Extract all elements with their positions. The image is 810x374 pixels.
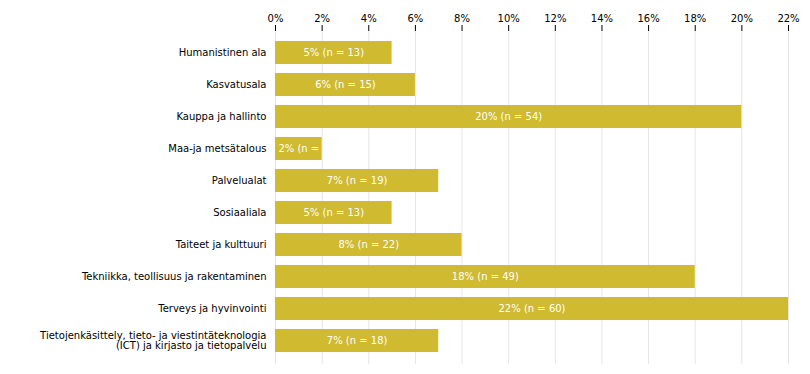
svg-text:4%: 4% bbox=[361, 13, 377, 24]
svg-text:Tekniikka, teollisuus ja raken: Tekniikka, teollisuus ja rakentaminen bbox=[81, 271, 267, 282]
svg-text:5% (n = 13): 5% (n = 13) bbox=[303, 47, 364, 58]
svg-text:22% (n = 60): 22% (n = 60) bbox=[498, 303, 565, 314]
svg-text:Kasvatusala: Kasvatusala bbox=[206, 79, 266, 90]
svg-text:2%: 2% bbox=[314, 13, 330, 24]
svg-text:0%: 0% bbox=[268, 13, 284, 24]
svg-text:2% (n =: 2% (n = bbox=[278, 143, 319, 154]
svg-text:6% (n = 15): 6% (n = 15) bbox=[315, 79, 376, 90]
svg-text:22%: 22% bbox=[777, 13, 799, 24]
svg-text:20%: 20% bbox=[731, 13, 753, 24]
svg-text:7% (n = 18): 7% (n = 18) bbox=[327, 335, 388, 346]
svg-text:Tietojenkäsittely, tieto- ja v: Tietojenkäsittely, tieto- ja viestintäte… bbox=[39, 330, 266, 351]
svg-text:Humanistinen ala: Humanistinen ala bbox=[179, 47, 267, 58]
svg-text:7% (n = 19): 7% (n = 19) bbox=[327, 175, 388, 186]
svg-text:Kauppa ja hallinto: Kauppa ja hallinto bbox=[176, 111, 266, 122]
svg-text:Taiteet ja kulttuuri: Taiteet ja kulttuuri bbox=[175, 239, 267, 250]
svg-text:8%: 8% bbox=[454, 13, 470, 24]
svg-text:5% (n = 13): 5% (n = 13) bbox=[303, 207, 364, 218]
svg-text:Maa-ja metsätalous: Maa-ja metsätalous bbox=[168, 143, 266, 154]
svg-text:16%: 16% bbox=[637, 13, 659, 24]
svg-text:Palvelualat: Palvelualat bbox=[212, 175, 267, 186]
svg-text:10%: 10% bbox=[498, 13, 520, 24]
svg-text:8% (n = 22): 8% (n = 22) bbox=[338, 239, 399, 250]
svg-text:18%: 18% bbox=[684, 13, 706, 24]
svg-text:18% (n = 49): 18% (n = 49) bbox=[452, 271, 519, 282]
svg-text:12%: 12% bbox=[544, 13, 566, 24]
svg-text:Sosiaaliala: Sosiaaliala bbox=[213, 207, 266, 218]
svg-text:6%: 6% bbox=[407, 13, 423, 24]
svg-text:Terveys ja hyvinvointi: Terveys ja hyvinvointi bbox=[157, 303, 266, 314]
svg-text:14%: 14% bbox=[591, 13, 613, 24]
svg-text:20% (n = 54): 20% (n = 54) bbox=[475, 111, 542, 122]
